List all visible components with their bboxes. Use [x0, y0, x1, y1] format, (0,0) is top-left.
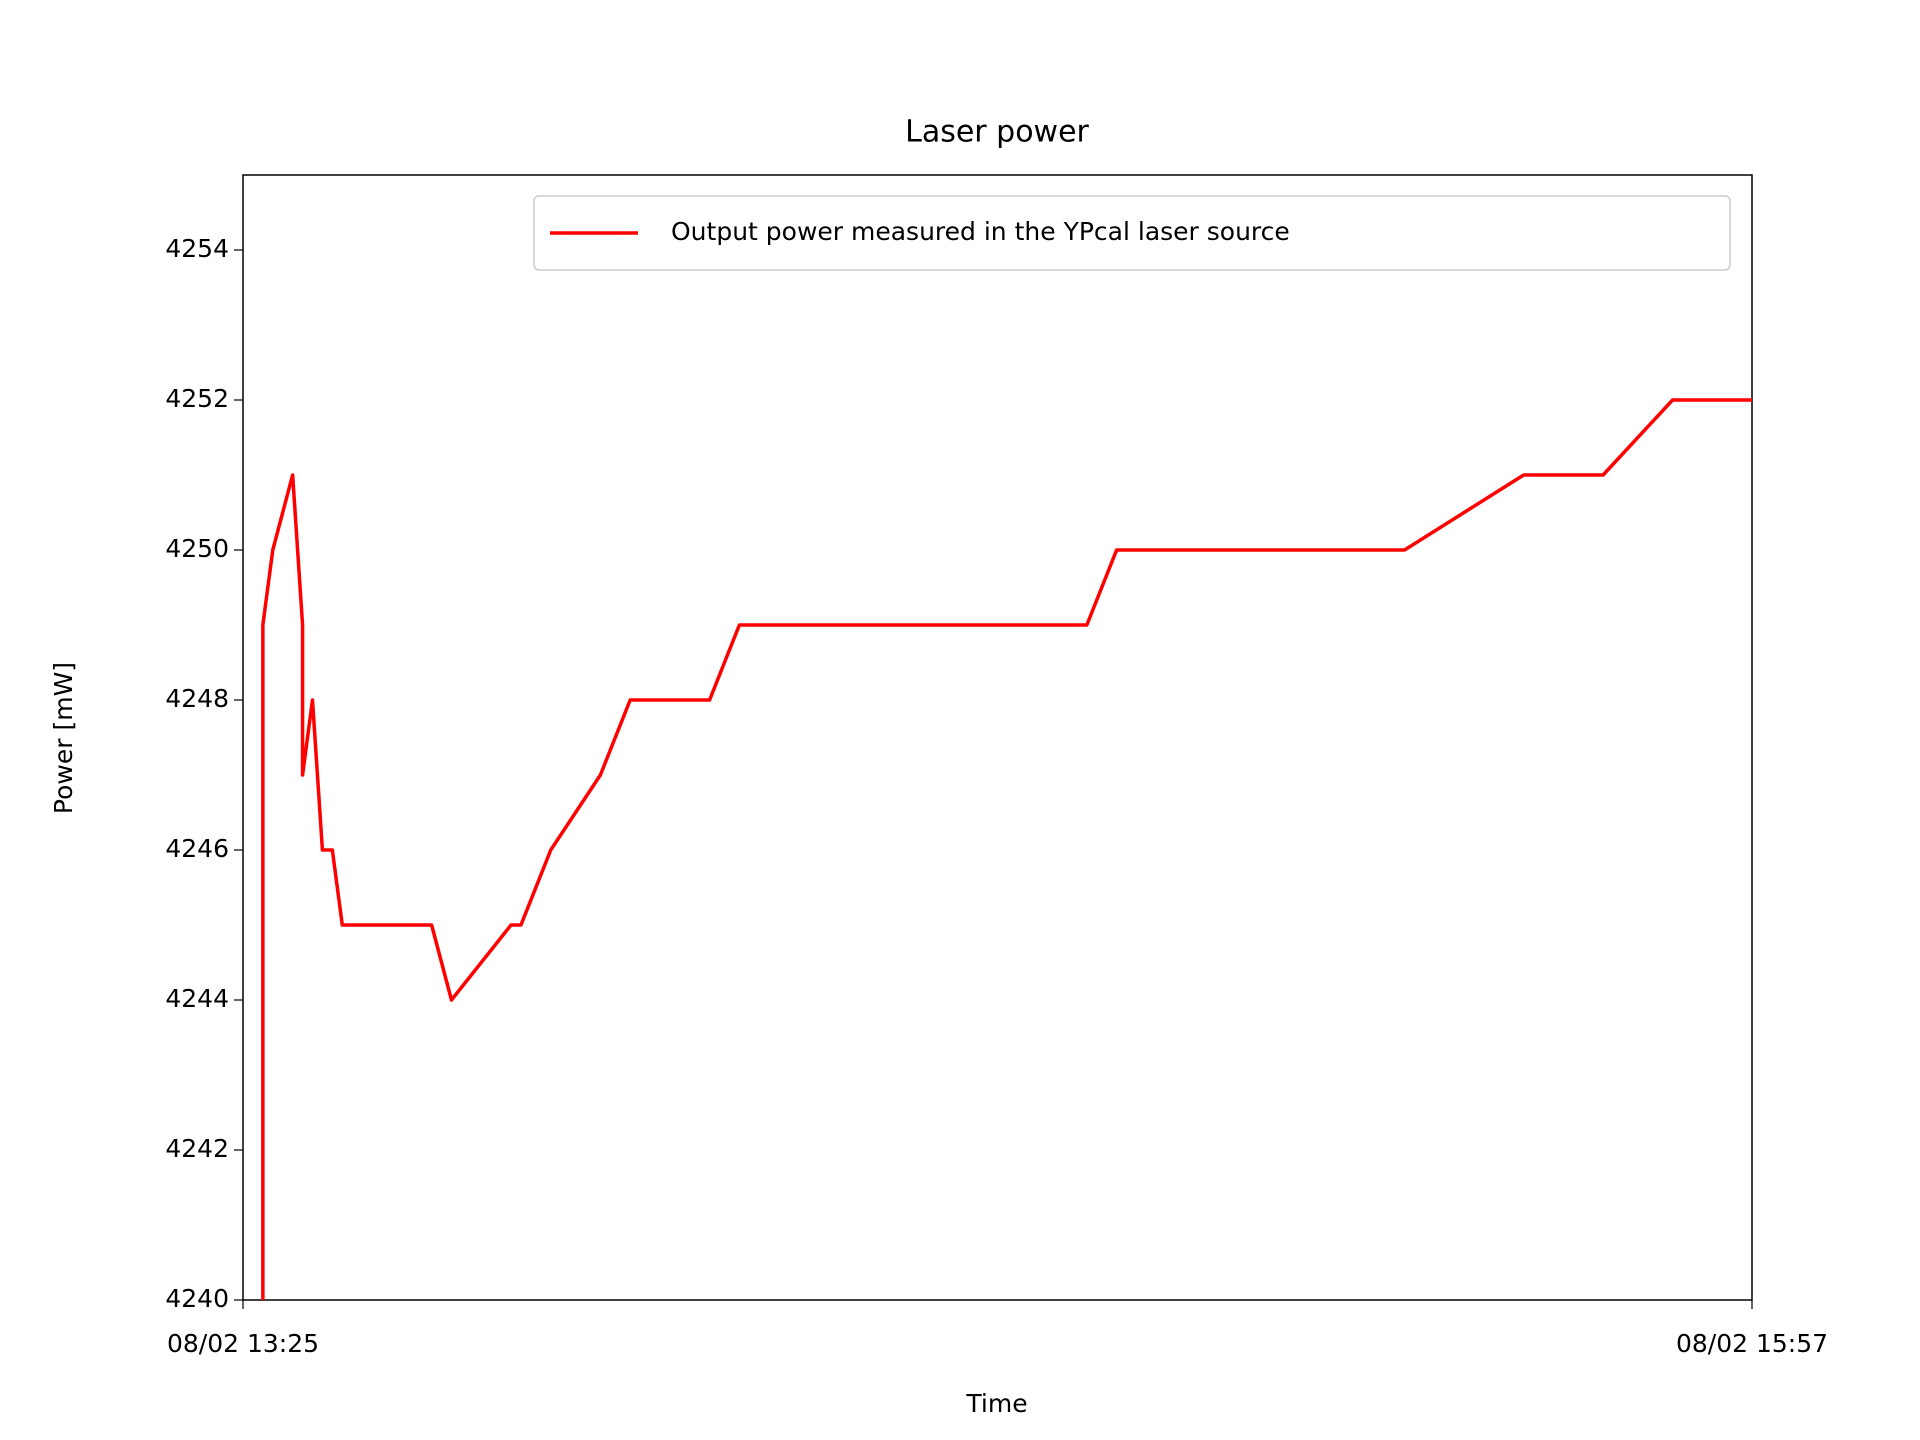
y-tick-label: 4240: [165, 1284, 229, 1313]
x-tick-label: 08/02 13:25: [167, 1329, 319, 1358]
y-tick-label: 4246: [165, 834, 229, 863]
chart-title: Laser power: [905, 115, 1089, 150]
y-tick-label: 4254: [165, 234, 229, 263]
y-tick-label: 4244: [165, 984, 229, 1013]
y-tick-label: 4242: [165, 1134, 229, 1163]
legend-label: Output power measured in the YPcal laser…: [671, 217, 1290, 246]
legend-box: [533, 195, 1731, 271]
y-tick-label: 4252: [165, 384, 229, 413]
data-line: [261, 398, 1752, 1300]
x-axis-label: Time: [965, 1389, 1027, 1418]
plot-frame: [242, 174, 1753, 1301]
y-tick-label: 4250: [165, 534, 229, 563]
y-tick-label: 4248: [165, 684, 229, 713]
x-tick-label: 08/02 15:57: [1676, 1329, 1828, 1358]
y-axis-label: Power [mW]: [49, 662, 78, 814]
